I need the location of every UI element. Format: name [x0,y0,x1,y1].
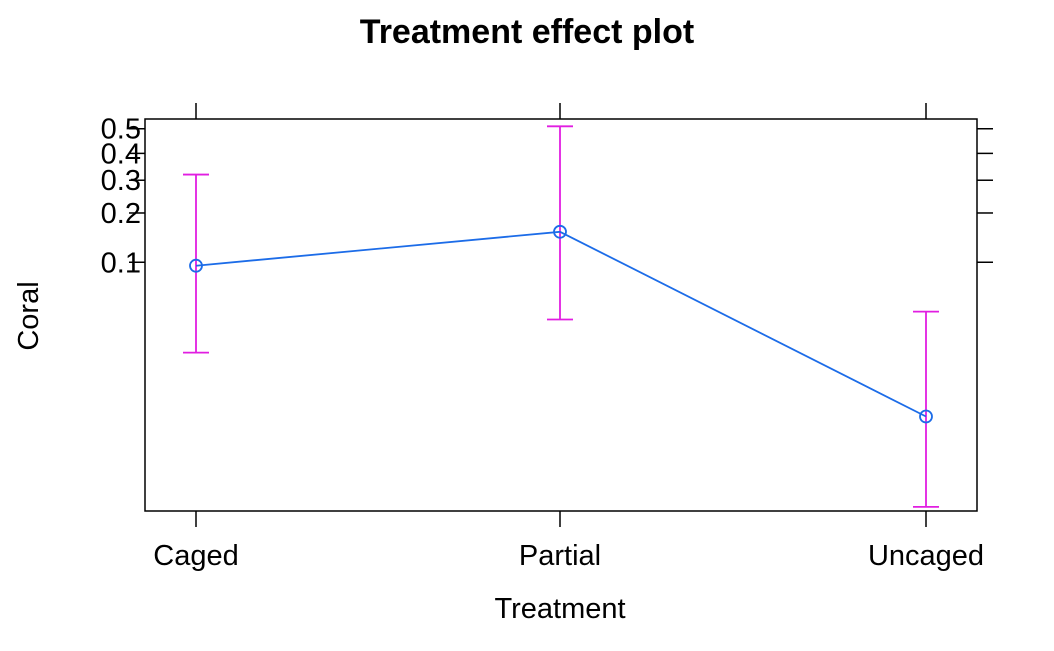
data-points [189,224,933,424]
x-axis: Caged Partial Uncaged [153,103,984,572]
error-bars [183,125,939,508]
series-line [195,230,927,418]
x-tick-label: Caged [153,540,238,572]
y-axis: 0.1 0.20.30.40.5 [101,114,993,279]
y-tick-label: 0.1 [101,247,141,279]
x-axis-label: Treatment [494,593,625,625]
chart-title: Treatment effect plot [360,13,694,51]
data-point [553,224,567,239]
y-tick-label: 0.2 [101,198,141,230]
y-tick-label: 0.5 [101,114,141,146]
x-tick-label: Partial [519,540,601,572]
data-point [919,409,933,424]
data-point [189,258,203,273]
y-tick-label: 0.3 [101,165,141,197]
series-line-group [195,230,927,418]
x-tick-label: Uncaged [868,540,984,572]
y-axis-label: Coral [13,281,45,350]
plot-frame [144,118,978,512]
y-tick-label: 0.4 [101,138,141,170]
